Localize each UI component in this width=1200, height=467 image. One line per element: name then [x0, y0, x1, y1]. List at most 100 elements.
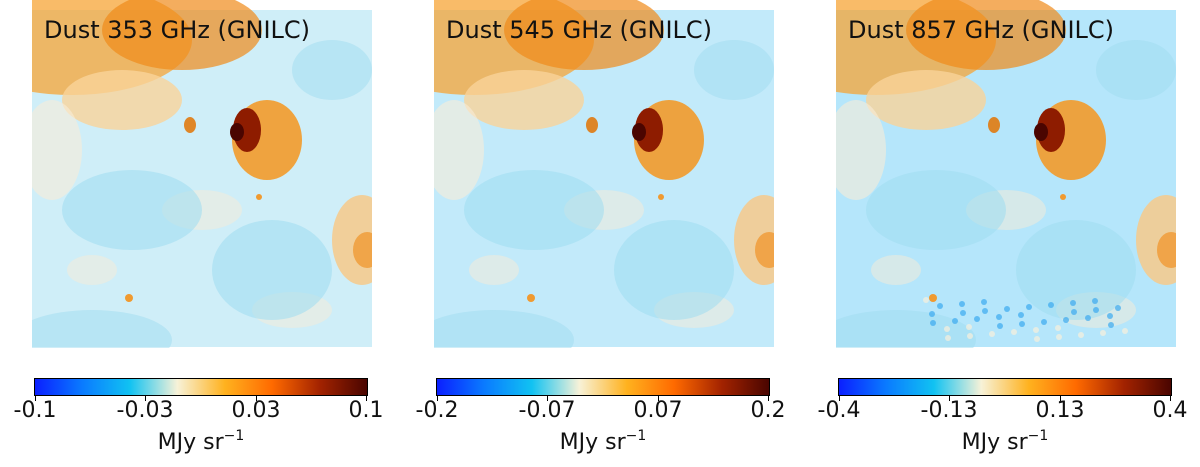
noise-speckle [937, 303, 943, 309]
colorbar-353 [34, 378, 368, 396]
colorbar-tick-label: -0.13 [920, 398, 978, 423]
dust-emission-region [292, 40, 372, 100]
noise-speckle [1004, 306, 1010, 312]
dust-emission-region [230, 123, 244, 141]
map-panel-353: Dust 353 GHz (GNILC) -0.1 -0.03 0.03 0.1… [14, 0, 384, 467]
map-structure [434, 0, 774, 348]
map-panel-857: Dust 857 GHz (GNILC) -0.4 -0.13 0.13 0.4… [818, 0, 1188, 467]
dust-emission-region [1016, 220, 1136, 320]
colorbar-tick-label: -0.2 [415, 398, 459, 423]
noise-speckle [930, 320, 936, 326]
dust-emission-region [1060, 194, 1066, 200]
map-title: Dust 545 GHz (GNILC) [446, 16, 713, 44]
dust-emission-region [464, 170, 604, 250]
noise-speckle [923, 297, 929, 303]
noise-speckle [1026, 304, 1032, 310]
colorbar-tick [35, 396, 36, 401]
noise-speckle [944, 326, 950, 332]
colorbar-unit-label: MJy sr−1 [961, 428, 1049, 455]
map-structure [32, 0, 372, 348]
dust-emission-region [62, 170, 202, 250]
map-title: Dust 857 GHz (GNILC) [848, 16, 1115, 44]
colorbar-tick-label: 0.03 [231, 398, 281, 423]
noise-speckle [1070, 300, 1076, 306]
noise-speckle [1085, 315, 1091, 321]
noise-speckle [1048, 302, 1054, 308]
colorbar-tick [768, 396, 769, 401]
noise-speckle [1093, 307, 1099, 313]
noise-speckle [966, 324, 972, 330]
colorbar-tick [547, 396, 548, 401]
colorbar-857 [838, 378, 1172, 396]
colorbar-tick [256, 396, 257, 401]
noise-speckle [952, 318, 958, 324]
dust-emission-region [1034, 123, 1048, 141]
colorbar-tick [658, 396, 659, 401]
dust-emission-region [1157, 232, 1176, 268]
colorbar-unit-label: MJy sr−1 [559, 428, 647, 455]
dust-emission-region [866, 70, 986, 130]
noise-speckle [960, 310, 966, 316]
colorbar-tick [839, 396, 840, 401]
dust-emission-region [125, 294, 133, 302]
map-panel-545: Dust 545 GHz (GNILC) -0.2 -0.07 0.07 0.2… [416, 0, 786, 467]
colorbar-tick-label: 0.13 [1035, 398, 1085, 423]
noise-speckle [997, 323, 1003, 329]
noise-speckle [1115, 305, 1121, 311]
dust-map-545 [434, 0, 774, 348]
noise-speckle [1041, 319, 1047, 325]
dust-emission-region [434, 100, 484, 200]
colorbar-tick-label: -0.07 [518, 398, 576, 423]
noise-speckle [959, 301, 965, 307]
dust-emission-region [527, 294, 535, 302]
dust-emission-region [632, 123, 646, 141]
colorbar-tick [437, 396, 438, 401]
dust-map-353 [32, 0, 372, 348]
colorbar-tick [366, 396, 367, 401]
dust-emission-region [866, 170, 1006, 250]
noise-speckle [974, 316, 980, 322]
colorbar-tick [949, 396, 950, 401]
dust-emission-region [67, 255, 117, 285]
noise-speckle [1019, 321, 1025, 327]
dust-emission-region [184, 117, 196, 133]
noise-speckle [1100, 330, 1106, 336]
noise-speckle [1107, 313, 1113, 319]
noise-speckle [1055, 325, 1061, 331]
dust-emission-region [464, 70, 584, 130]
noise-speckle [1018, 312, 1024, 318]
dust-emission-region [256, 194, 262, 200]
noise-speckle [1092, 298, 1098, 304]
dust-emission-region [871, 255, 921, 285]
dust-emission-region [102, 0, 262, 70]
dust-emission-region [32, 100, 82, 200]
noise-speckle [996, 314, 1002, 320]
noise-speckle [1056, 334, 1062, 340]
noise-speckle [1034, 336, 1040, 342]
dust-emission-region [929, 294, 937, 302]
dust-emission-region [635, 108, 663, 152]
colorbar-tick [1170, 396, 1171, 401]
noise-speckle [981, 299, 987, 305]
noise-speckle [1033, 327, 1039, 333]
dust-emission-region [212, 220, 332, 320]
map-title: Dust 353 GHz (GNILC) [44, 16, 311, 44]
colorbar-tick [1060, 396, 1061, 401]
dust-emission-region [694, 40, 774, 100]
noise-speckle [967, 333, 973, 339]
colorbar-tick-label: -0.03 [116, 398, 174, 423]
dust-emission-region [988, 117, 1000, 133]
dust-emission-region [353, 232, 372, 268]
noise-speckle [945, 335, 951, 341]
colorbar-545 [436, 378, 770, 396]
dust-emission-region [1037, 108, 1065, 152]
noise-speckle [1071, 309, 1077, 315]
dust-emission-region [469, 255, 519, 285]
noise-speckle [1122, 328, 1128, 334]
dust-emission-region [614, 220, 734, 320]
dust-emission-region [32, 310, 172, 348]
noise-speckle [1011, 329, 1017, 335]
dust-emission-region [62, 70, 182, 130]
dust-emission-region [836, 100, 886, 200]
colorbar-tick-label: 0.07 [633, 398, 683, 423]
